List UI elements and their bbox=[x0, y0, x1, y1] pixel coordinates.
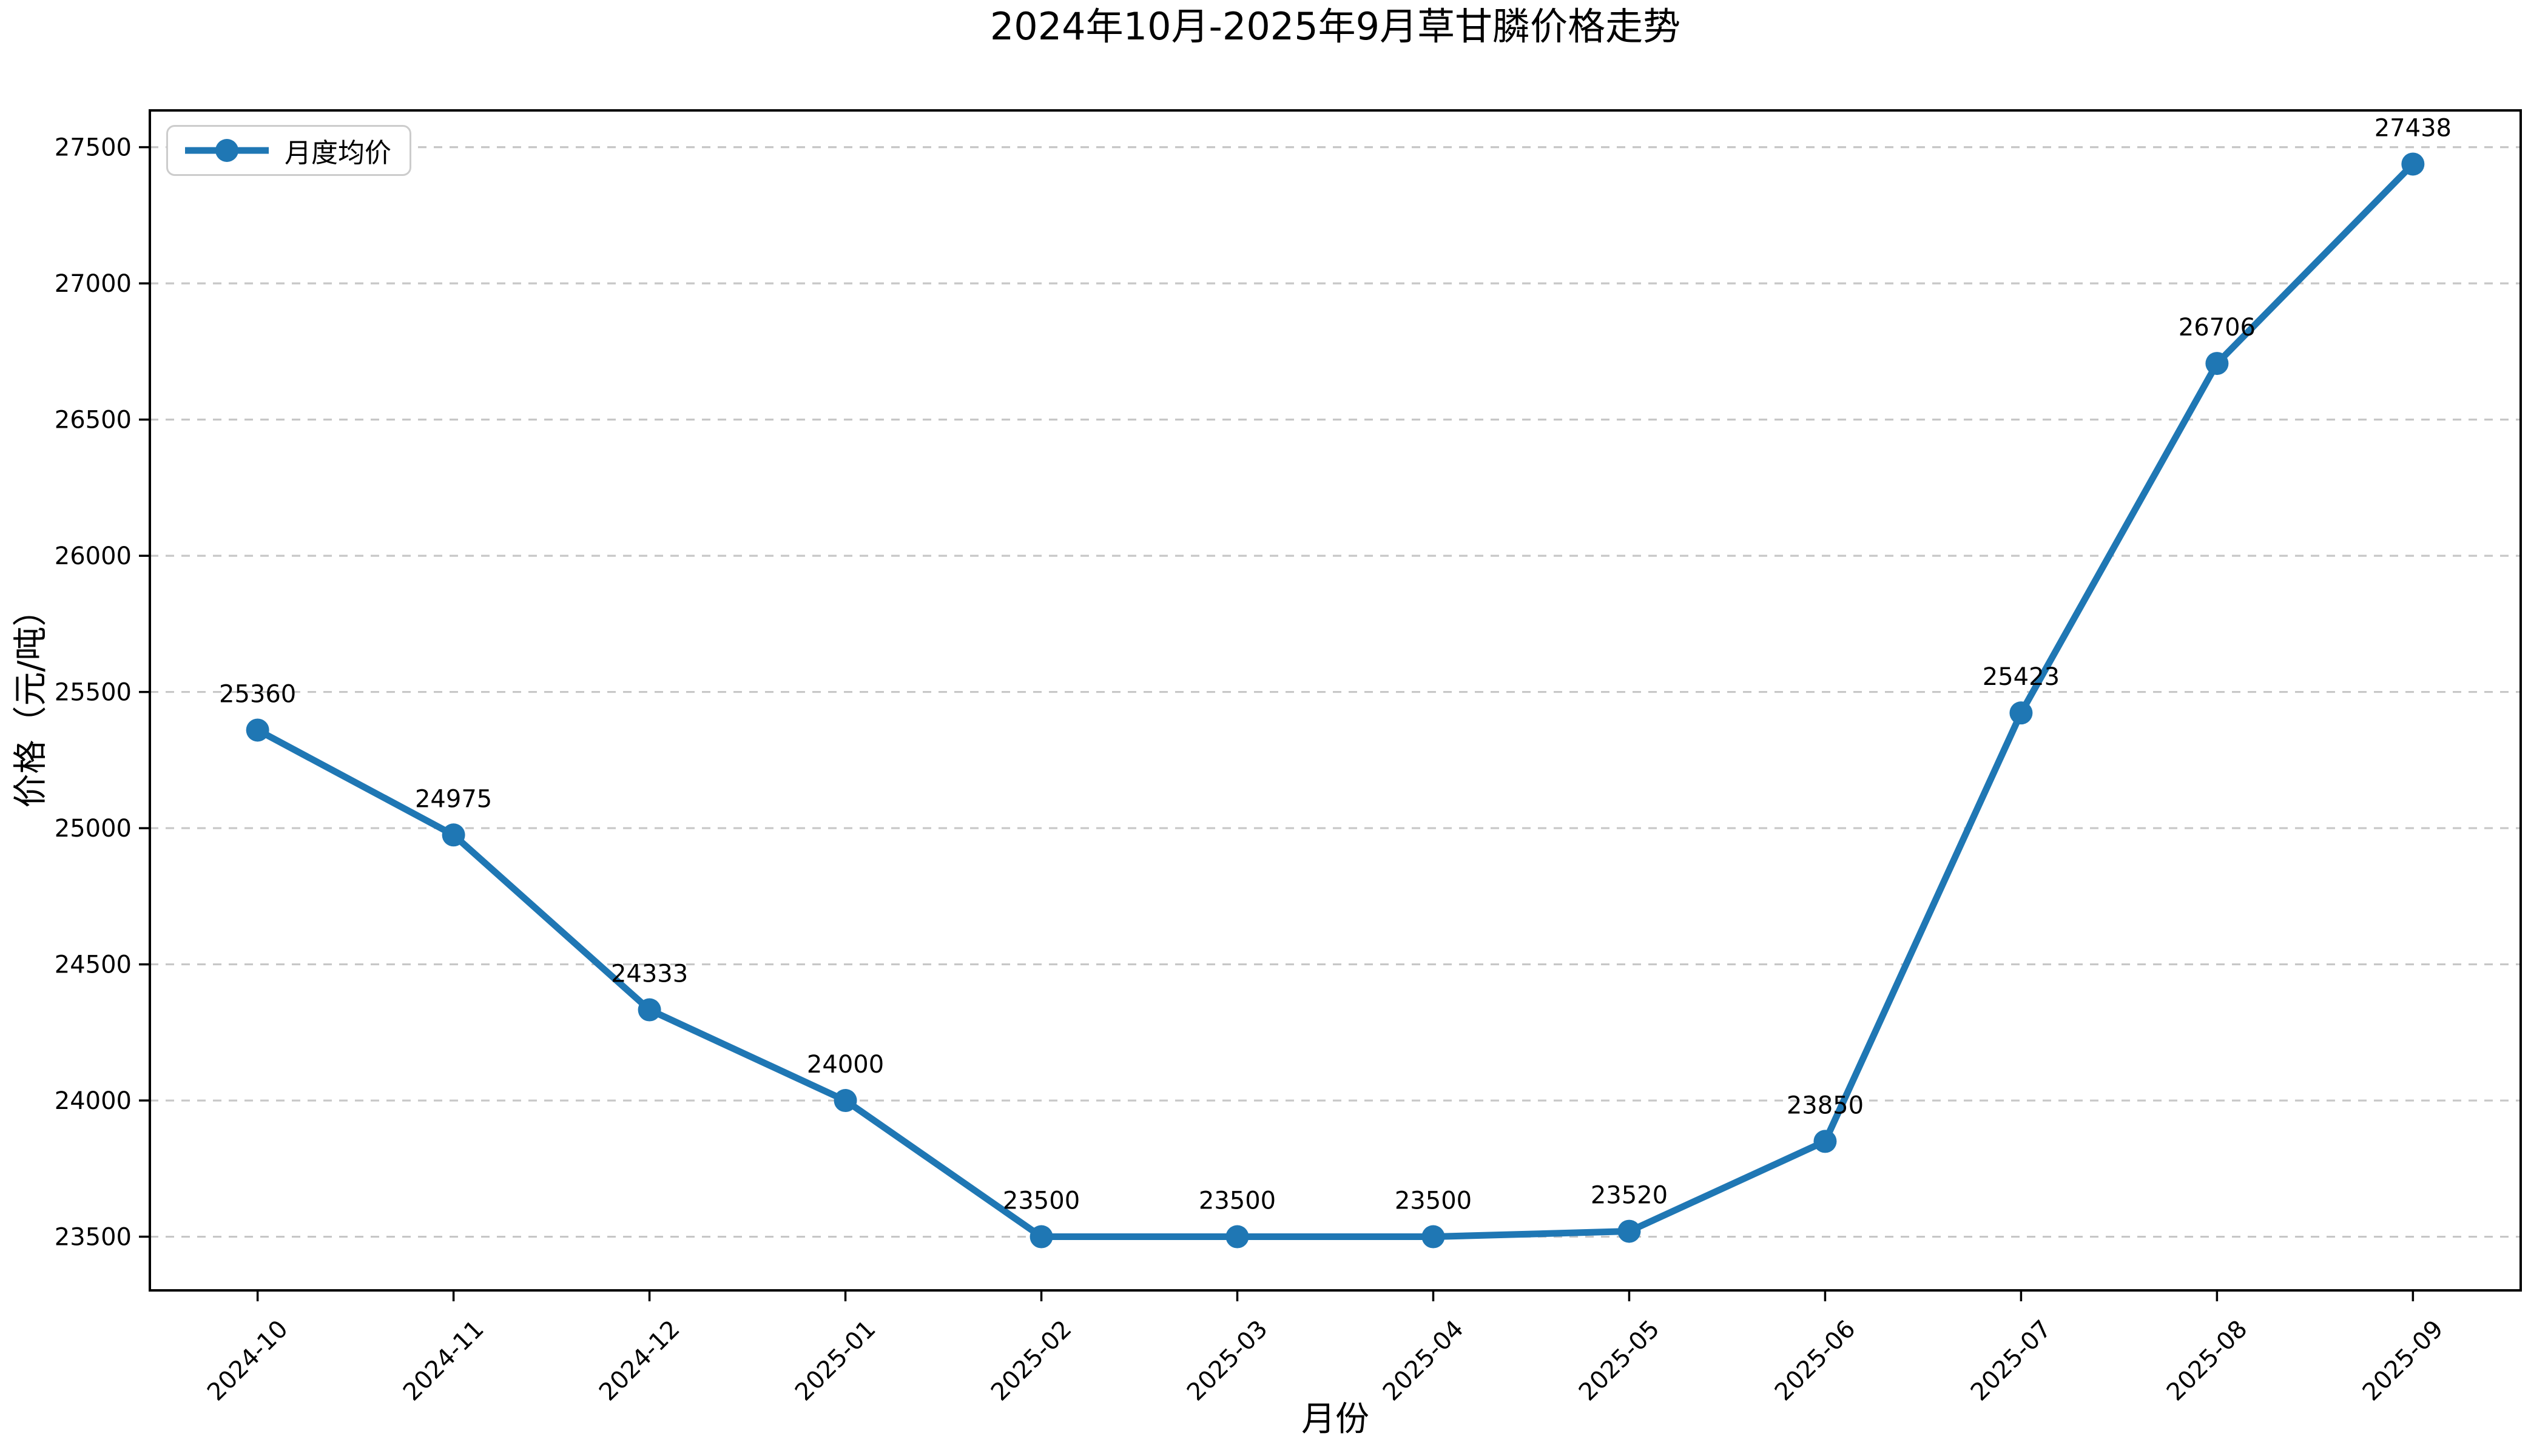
y-tick-label: 27000 bbox=[55, 270, 132, 298]
y-tick-label: 26500 bbox=[55, 406, 132, 434]
data-point-label: 25360 bbox=[219, 680, 296, 708]
y-tick-label: 25500 bbox=[55, 679, 132, 707]
y-tick-label: 24000 bbox=[55, 1087, 132, 1115]
y-tick-label: 27500 bbox=[55, 134, 132, 162]
data-point-label: 23500 bbox=[1199, 1187, 1276, 1215]
data-point-marker bbox=[1421, 1225, 1445, 1249]
chart-title: 2024年10月-2025年9月草甘膦价格走势 bbox=[989, 4, 1681, 49]
axis-spine bbox=[149, 109, 2522, 1292]
y-tick-label: 26000 bbox=[55, 542, 132, 570]
y-axis-title: 价格（元/吨） bbox=[11, 592, 51, 808]
x-axis-title: 月份 bbox=[1301, 1400, 1369, 1439]
data-point-marker bbox=[442, 823, 465, 847]
data-point-marker bbox=[1617, 1219, 1641, 1243]
data-point-marker bbox=[1030, 1225, 1053, 1249]
data-point-label: 26706 bbox=[2179, 314, 2256, 342]
data-point-label: 23850 bbox=[1787, 1091, 1864, 1119]
y-tick-label: 24500 bbox=[55, 951, 132, 979]
y-tick-label: 25000 bbox=[55, 815, 132, 843]
data-point-label: 25423 bbox=[1983, 663, 2060, 691]
data-point-marker bbox=[834, 1089, 857, 1113]
data-point-marker bbox=[2401, 152, 2425, 176]
legend-line-marker-sample bbox=[185, 139, 269, 162]
data-point-label: 24000 bbox=[807, 1051, 884, 1079]
data-point-marker bbox=[2009, 701, 2033, 725]
data-point-marker bbox=[1813, 1130, 1837, 1153]
data-point-label: 23520 bbox=[1591, 1182, 1668, 1210]
data-point-label: 23500 bbox=[1395, 1187, 1472, 1215]
data-point-label: 27438 bbox=[2374, 114, 2452, 142]
data-point-marker bbox=[638, 998, 661, 1022]
legend-box: 月度均价 bbox=[166, 125, 411, 176]
legend-series-label: 月度均价 bbox=[285, 138, 391, 169]
price-line bbox=[254, 160, 2416, 1241]
data-point-marker bbox=[1225, 1225, 1249, 1249]
data-point-label: 24333 bbox=[611, 960, 688, 988]
data-point-marker bbox=[2205, 352, 2229, 376]
y-tick-label: 23500 bbox=[55, 1224, 132, 1252]
data-point-label: 23500 bbox=[1003, 1187, 1080, 1215]
data-point-label: 24975 bbox=[415, 785, 492, 813]
data-point-marker bbox=[246, 718, 269, 742]
